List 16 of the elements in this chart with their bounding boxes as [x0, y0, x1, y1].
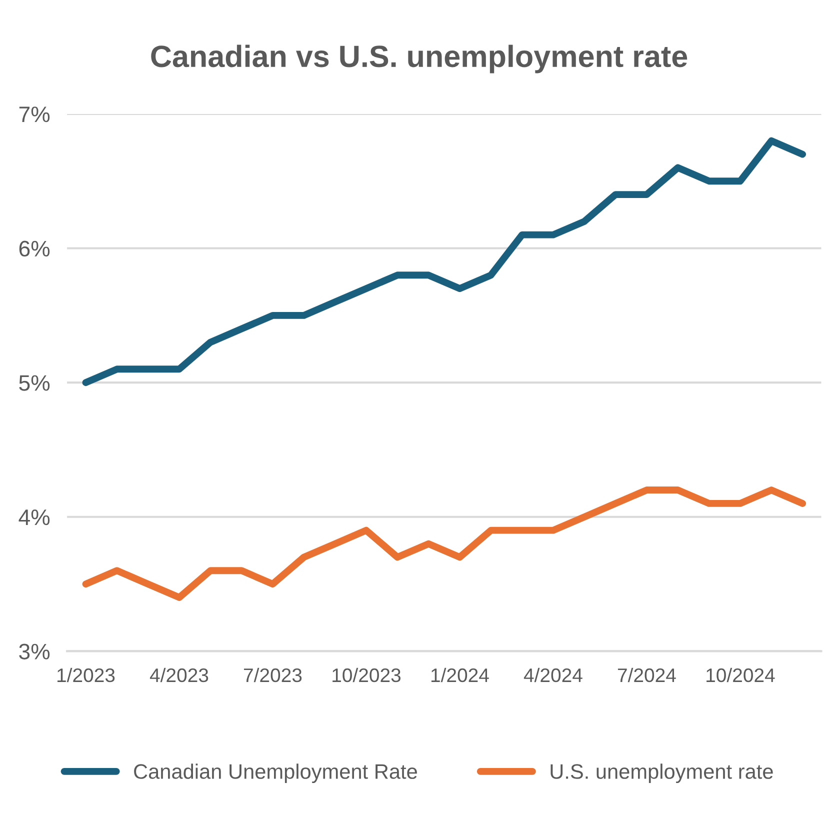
y-tick-label: 7%: [19, 106, 50, 122]
legend-label: Canadian Unemployment Rate: [134, 764, 417, 784]
legend-label: U.S. unemployment rate: [550, 764, 773, 784]
x-tick-label: 4/2024: [524, 668, 582, 682]
chart-title: Canadian vs U.S. unemployment rate: [151, 44, 688, 74]
x-tick-label: 4/2023: [150, 668, 208, 682]
y-tick-label: 5%: [19, 375, 50, 391]
x-tick-label: 7/2023: [244, 668, 302, 682]
x-tick-label: 1/2024: [431, 668, 489, 682]
y-tick-label: 3%: [19, 644, 50, 660]
x-tick-label: 1/2023: [57, 668, 115, 682]
x-tick-label: 10/2024: [706, 668, 775, 682]
x-tick-label: 7/2024: [618, 668, 676, 682]
y-tick-label: 4%: [18, 510, 50, 526]
y-tick-label: 6%: [19, 240, 50, 257]
x-tick-label: 10/2023: [332, 668, 401, 682]
